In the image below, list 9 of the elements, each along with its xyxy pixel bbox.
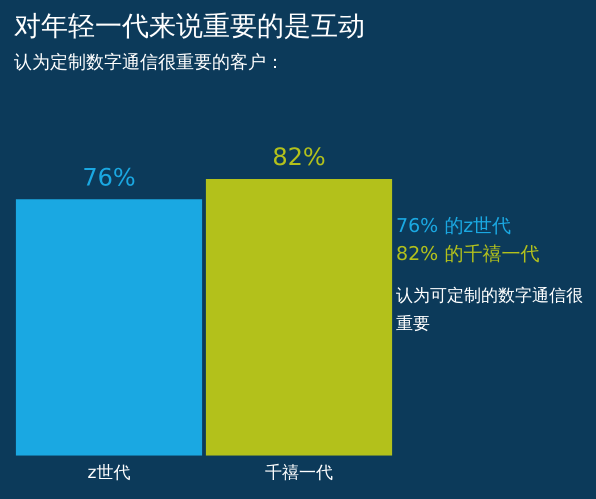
data-label: 82% xyxy=(272,143,326,172)
text: 82% 的千禧一代 xyxy=(396,242,540,267)
text: 认为可定制的数字通信很重要 xyxy=(396,285,584,336)
data-label: 76% xyxy=(82,163,136,192)
text: 76% 的z世代 xyxy=(396,214,512,239)
chart-subtitle: 认为定制数字通信很重要的客户： xyxy=(14,51,284,74)
x-tick-label: 千禧一代 xyxy=(265,463,333,484)
x-tick-label: z世代 xyxy=(88,463,130,484)
chart-title: 对年轻一代来说重要的是互动 xyxy=(14,10,365,44)
